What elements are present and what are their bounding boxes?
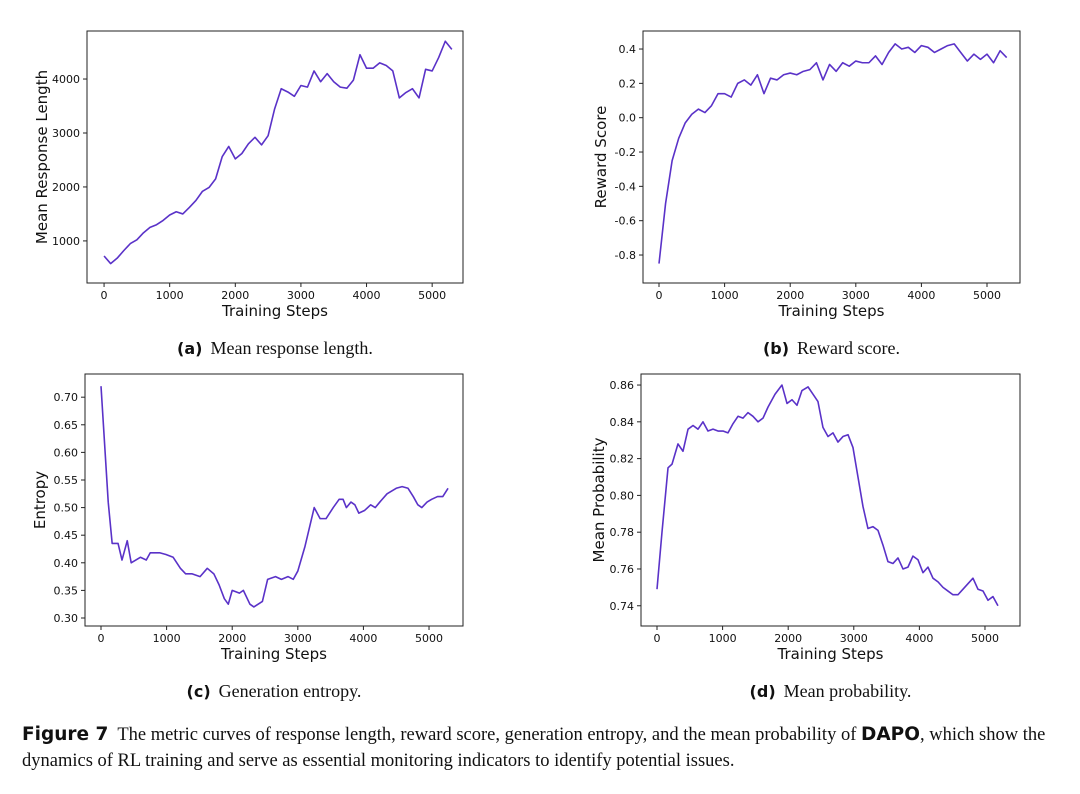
y-tick-label: 2000 <box>52 181 80 194</box>
y-tick-label: -0.6 <box>615 215 636 228</box>
y-tick-label: 0.55 <box>54 474 79 487</box>
x-axis-label: Training Steps <box>777 645 884 663</box>
x-tick-label: 0 <box>98 632 105 645</box>
y-tick-label: -0.2 <box>615 146 636 159</box>
caption-text: The metric curves of response length, re… <box>117 725 857 745</box>
y-tick-label: -0.8 <box>615 249 636 262</box>
y-tick-label: 3000 <box>52 127 80 140</box>
line <box>100 386 449 608</box>
x-tick-label: 3000 <box>842 289 870 302</box>
x-axis-label: Training Steps <box>778 302 885 320</box>
y-tick-label: 0.80 <box>610 489 635 502</box>
y-tick-label: 0.70 <box>54 391 79 404</box>
caption: Reward score. <box>797 338 900 358</box>
y-tick-label: 0.82 <box>610 453 635 466</box>
y-tick-label: 0.74 <box>610 600 635 613</box>
plot-frame <box>86 30 464 284</box>
x-tick-label: 3000 <box>284 632 312 645</box>
y-tick-label: 0.0 <box>619 112 637 125</box>
plot-frame <box>84 373 464 627</box>
caption-label: (b) <box>763 339 789 358</box>
y-tick-label: 0.45 <box>54 529 79 542</box>
plot-frame <box>642 30 1021 284</box>
x-tick-label: 5000 <box>415 632 443 645</box>
caption-label: (d) <box>750 682 776 701</box>
y-axis-label: Reward Score <box>592 106 610 209</box>
caption-label: (a) <box>177 339 202 358</box>
line <box>658 43 1008 264</box>
y-tick-label: 0.60 <box>54 446 79 459</box>
x-tick-label: 0 <box>656 289 663 302</box>
y-tick-label: 0.65 <box>54 419 79 432</box>
x-axis-label: Training Steps <box>221 302 328 320</box>
caption: Generation entropy. <box>219 681 362 701</box>
y-tick-label: 0.84 <box>610 416 635 429</box>
x-tick-label: 5000 <box>971 632 999 645</box>
line <box>103 40 453 265</box>
x-tick-label: 4000 <box>907 289 935 302</box>
y-axis-label: Entropy <box>31 471 49 529</box>
x-axis-label: Training Steps <box>220 645 327 663</box>
x-tick-label: 2000 <box>774 632 802 645</box>
y-tick-label: 0.76 <box>610 563 635 576</box>
y-axis-label: Mean Response Length <box>33 70 51 244</box>
y-tick-label: 0.2 <box>619 77 637 90</box>
plot-frame <box>640 373 1021 627</box>
figure-caption: Figure 7 The metric curves of response l… <box>22 722 1062 774</box>
y-tick-label: 0.86 <box>610 379 635 392</box>
x-tick-label: 2000 <box>776 289 804 302</box>
y-tick-label: 0.78 <box>610 526 635 539</box>
y-tick-label: 4000 <box>52 73 80 86</box>
y-tick-label: -0.4 <box>615 180 636 193</box>
y-axis-label: Mean Probability <box>590 437 608 562</box>
x-tick-label: 5000 <box>973 289 1001 302</box>
caption-label: (c) <box>187 682 211 701</box>
line <box>656 384 999 607</box>
x-tick-label: 3000 <box>840 632 868 645</box>
x-tick-label: 4000 <box>349 632 377 645</box>
x-tick-label: 4000 <box>905 632 933 645</box>
x-tick-label: 5000 <box>418 289 446 302</box>
x-tick-label: 2000 <box>221 289 249 302</box>
x-tick-label: 0 <box>101 289 108 302</box>
y-tick-label: 0.4 <box>619 43 637 56</box>
y-tick-label: 0.40 <box>54 557 79 570</box>
figure-label: Figure 7 <box>22 724 109 745</box>
y-tick-label: 0.30 <box>54 612 79 625</box>
x-tick-label: 1000 <box>711 289 739 302</box>
x-tick-label: 0 <box>654 632 661 645</box>
x-tick-label: 1000 <box>153 632 181 645</box>
y-tick-label: 1000 <box>52 235 80 248</box>
x-tick-label: 1000 <box>156 289 184 302</box>
x-tick-label: 4000 <box>353 289 381 302</box>
x-tick-label: 3000 <box>287 289 315 302</box>
caption: Mean probability. <box>784 681 912 701</box>
caption-bold: DAPO <box>860 724 920 745</box>
caption: Mean response length. <box>210 338 372 358</box>
y-tick-label: 0.35 <box>54 584 79 597</box>
figure: 0 1000 2000 3000 4000 5000 1000 2000 3000 4000 Tra… <box>31 30 1021 701</box>
x-tick-label: 1000 <box>709 632 737 645</box>
y-tick-label: 0.50 <box>54 502 79 515</box>
caption-text: , which show the dynamics of RL training… <box>22 725 1046 771</box>
x-tick-label: 2000 <box>218 632 246 645</box>
